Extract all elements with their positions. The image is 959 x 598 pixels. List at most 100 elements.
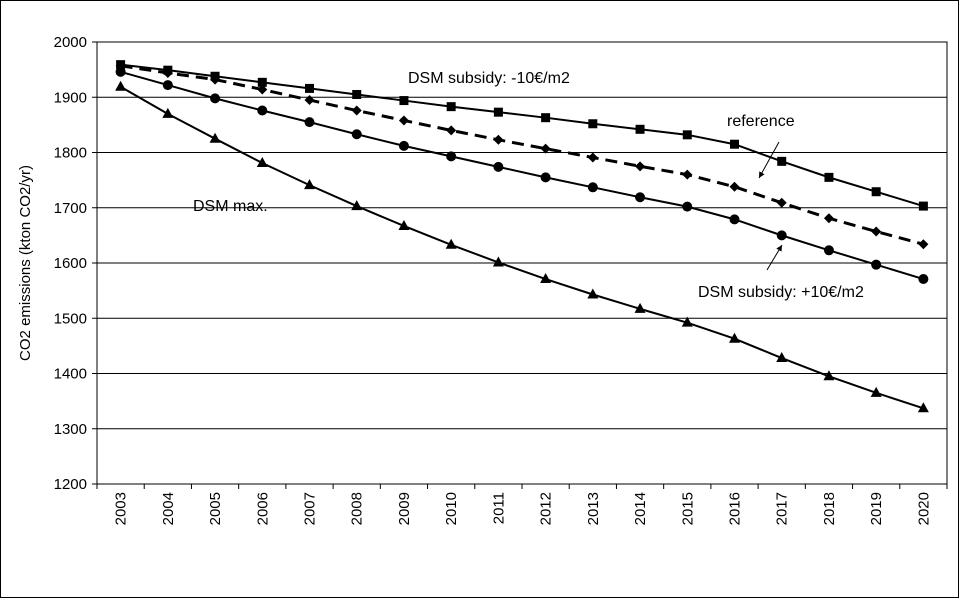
data-point-circle: [115, 66, 126, 77]
data-point-circle: [493, 161, 504, 172]
x-tick-label: 2006: [254, 492, 271, 525]
gridlines: [97, 41, 947, 485]
x-tick-label: 2003: [113, 492, 130, 525]
data-point-circle: [257, 105, 268, 116]
y-tick-label: 2000: [54, 34, 87, 51]
y-tick-label: 1400: [54, 366, 87, 383]
data-point-circle: [446, 151, 457, 162]
data-point-square: [871, 187, 881, 197]
data-point-triangle: [209, 132, 221, 143]
data-point-triangle: [634, 302, 646, 313]
data-point-circle: [351, 129, 362, 140]
data-point-square: [446, 102, 456, 112]
x-tick-label: 2012: [538, 492, 555, 525]
data-point-triangle: [445, 238, 457, 249]
data-point-square: [918, 201, 928, 211]
data-point-triangle: [917, 402, 929, 413]
data-point-triangle: [351, 200, 363, 211]
data-point-diamond: [823, 213, 834, 224]
y-tick-label: 1200: [54, 476, 87, 493]
data-point-triangle: [398, 219, 410, 230]
data-point-circle: [682, 201, 693, 212]
data-point-diamond: [776, 197, 787, 208]
y-tick-label: 1500: [54, 310, 87, 327]
data-point-diamond: [304, 95, 315, 106]
y-tick-label: 1600: [54, 255, 87, 272]
data-point-circle: [871, 259, 882, 270]
data-point-square: [588, 119, 598, 129]
x-tick-label: 2008: [349, 492, 366, 525]
x-tick-label: 2005: [207, 492, 224, 525]
data-point-diamond: [871, 226, 882, 237]
x-tick-label: 2015: [679, 492, 696, 525]
x-tick-label: 2018: [821, 492, 838, 525]
data-point-square: [257, 77, 267, 87]
data-point-square: [682, 130, 692, 140]
data-point-square: [399, 96, 409, 106]
x-tick-label: 2019: [868, 492, 885, 525]
series-dsm-subsidy-plus-10: [115, 66, 929, 285]
x-tick-label: 2004: [160, 492, 177, 525]
data-point-diamond: [351, 105, 362, 116]
y-tick-label: 1300: [54, 421, 87, 438]
y-tick-label: 1700: [54, 200, 87, 217]
data-point-triangle: [776, 352, 788, 363]
x-tick-label: 2014: [632, 492, 649, 525]
data-point-circle: [587, 182, 598, 193]
series-line: [120, 70, 924, 280]
data-point-triangle: [587, 288, 599, 299]
data-point-circle: [210, 93, 221, 104]
data-point-triangle: [540, 273, 552, 284]
data-point-diamond: [729, 181, 740, 192]
y-tick-label: 1900: [54, 89, 87, 106]
data-point-diamond: [540, 143, 551, 154]
series-line: [120, 64, 924, 246]
x-tick-label: 2020: [915, 492, 932, 525]
annotation-dsm-subsidy-plus-10: DSM subsidy: +10€/m2: [698, 284, 864, 301]
y-tick-label: 1800: [54, 145, 87, 162]
data-point-diamond: [162, 67, 173, 78]
series-layer: [115, 60, 929, 413]
data-point-diamond: [398, 115, 409, 126]
data-point-square: [352, 89, 362, 99]
data-point-diamond: [587, 152, 598, 163]
x-tick-label: 2017: [774, 492, 791, 525]
arrow-reference: [758, 141, 780, 179]
data-point-triangle: [823, 370, 835, 381]
annotation-reference: reference: [727, 113, 795, 130]
data-point-triangle: [729, 332, 740, 343]
data-point-square: [635, 124, 645, 134]
data-point-circle: [823, 245, 834, 256]
x-tick-label: 2010: [443, 492, 460, 525]
data-point-diamond: [210, 74, 221, 85]
data-point-triangle: [681, 316, 693, 327]
data-point-circle: [729, 214, 740, 225]
data-point-square: [493, 107, 503, 117]
series-dsm-subsidy-minus-10: [116, 60, 928, 211]
x-axis-ticks: 2003 2004 2005 2006 2007 2008 2009 2010 2011 2012…: [96, 484, 948, 525]
data-point-circle: [304, 117, 315, 128]
data-point-circle: [776, 230, 787, 241]
data-point-diamond: [918, 239, 929, 250]
x-tick-label: 2007: [302, 492, 319, 525]
data-point-circle: [635, 192, 646, 203]
data-point-triangle: [115, 80, 127, 91]
y-axis-ticks: 1200 1300 1400 1500 1600 1700 1800 1900 2000: [54, 34, 97, 493]
data-point-square: [541, 113, 551, 123]
x-tick-label: 2011: [490, 492, 507, 524]
arrow-dsm-subsidy-plus-10: [766, 244, 783, 271]
data-point-diamond: [446, 125, 457, 136]
data-point-circle: [398, 140, 409, 151]
y-axis-label: CO2 emissions (kton CO2/yr): [17, 165, 34, 361]
series-dsm-max: [115, 80, 929, 413]
data-point-triangle: [162, 107, 174, 118]
x-tick-label: 2016: [727, 492, 744, 525]
data-point-diamond: [635, 161, 646, 172]
data-point-circle: [540, 172, 551, 183]
series-line: [120, 63, 924, 208]
data-point-square: [824, 172, 834, 182]
series-reference: [115, 60, 929, 250]
data-point-triangle: [870, 386, 882, 397]
